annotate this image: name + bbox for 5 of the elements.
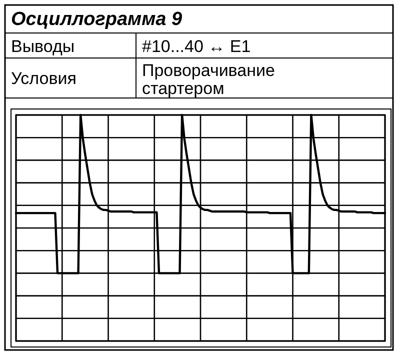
- text: Проворачивание стартером: [142, 61, 275, 98]
- text: Условия: [11, 69, 76, 88]
- text: #10...40 ↔ E1: [142, 37, 251, 56]
- text: Выводы: [11, 37, 75, 56]
- chart-title: Осциллограмма 9: [11, 9, 182, 30]
